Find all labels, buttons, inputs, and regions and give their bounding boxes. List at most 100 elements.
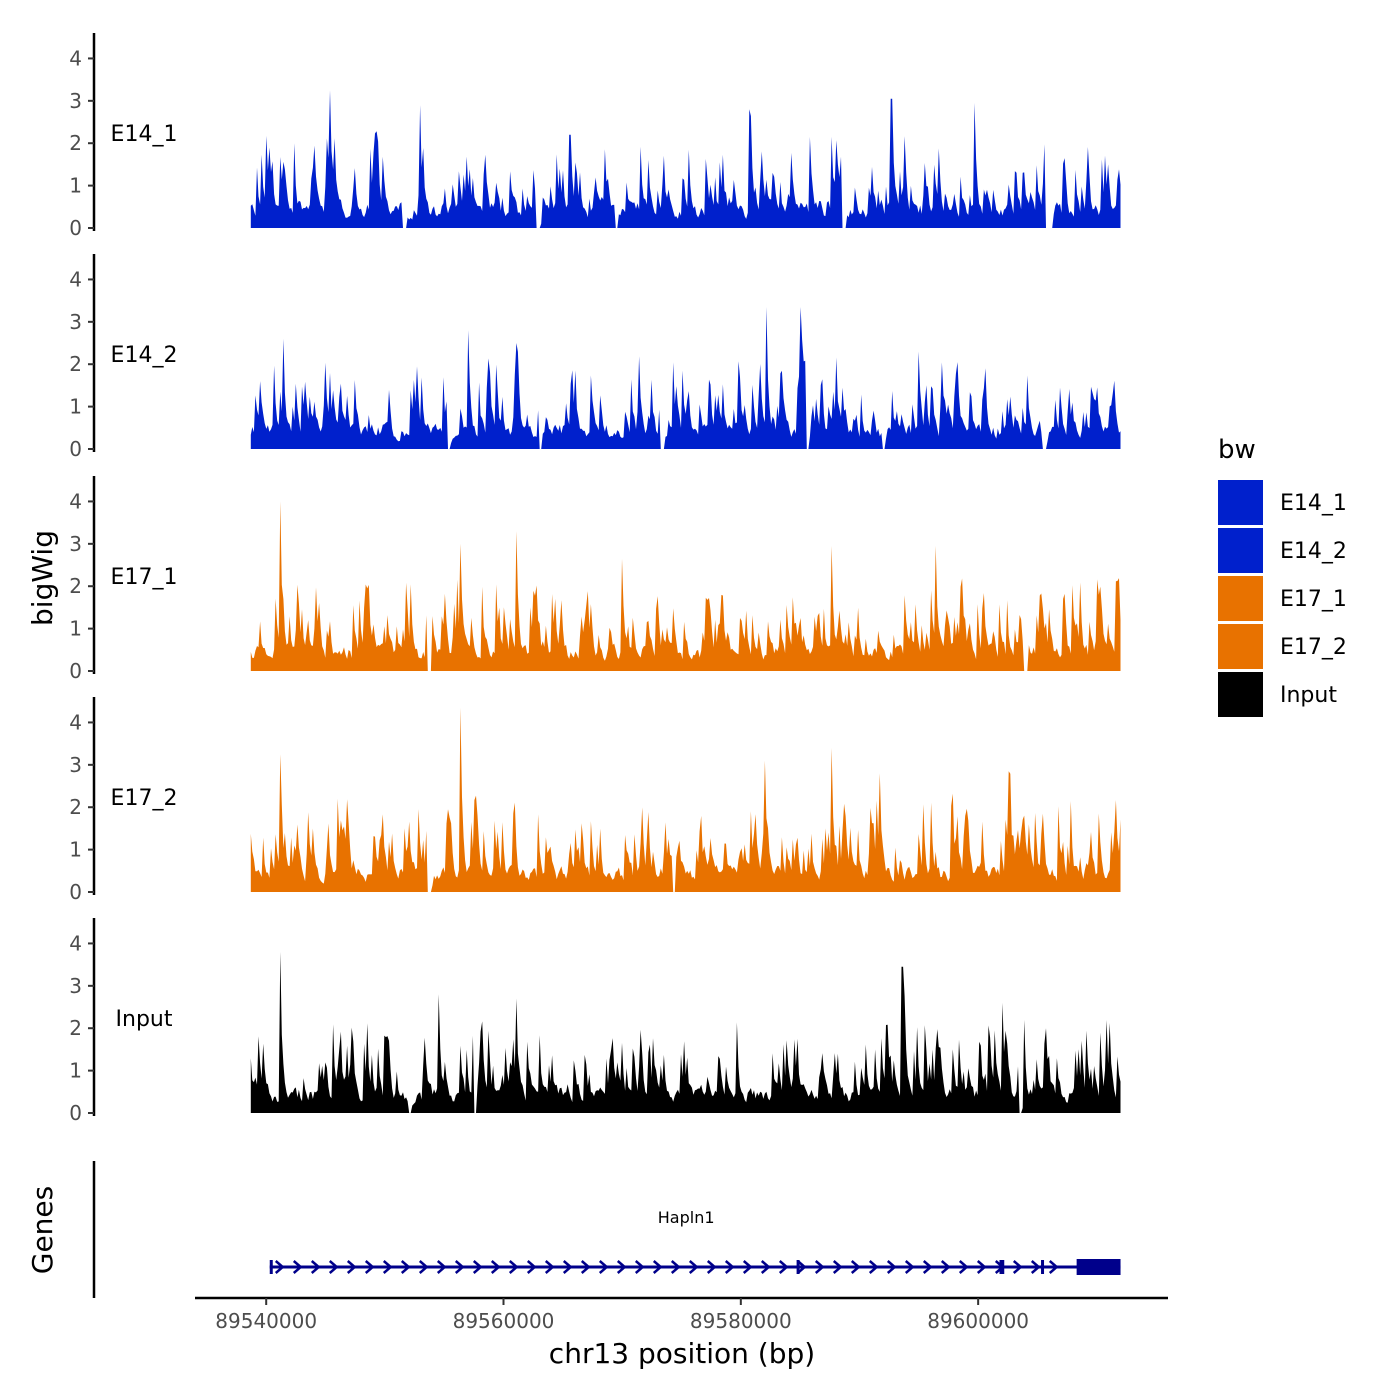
strand-arrow [274,1260,285,1274]
signal-area [250,501,1121,671]
y-tick-label: 4 [69,267,82,291]
x-axis: 89540000 89560000 89580000 89600000 [195,1296,1168,1333]
track-label: Input [116,1007,173,1032]
x-axis-title: chr13 position (bp) [549,1337,815,1370]
y-axis-title: bigWig [26,530,59,626]
genes-layer: Hapln1 [92,1161,1121,1298]
y-tick-label: 2 [69,1016,82,1040]
strand-arrow [562,1260,573,1274]
y-tick-label: 1 [69,1059,82,1083]
y-tick-label: 0 [69,1101,82,1125]
track-Input: 0 1 2 3 4 Input [69,918,1121,1125]
exon [1076,1259,1121,1275]
legend: bw E14_1 E14_2 E17_1 E17_2 Input [1218,435,1347,717]
y-tick-label: 1 [69,395,82,419]
strand-arrow [526,1260,537,1274]
gene-name-label: Hapln1 [658,1208,715,1227]
exon [796,1260,800,1274]
gene-Hapln1: Hapln1 [269,1208,1121,1275]
y-tick-label: 2 [69,795,82,819]
strand-arrow [742,1260,753,1274]
strand-arrow [436,1260,447,1274]
signal-area [250,307,1121,449]
signal-area [250,951,1121,1113]
y-tick-label: 3 [69,753,82,777]
y-tick-label: 3 [69,89,82,113]
track-label: E14_2 [111,343,178,368]
strand-arrow [310,1260,321,1274]
strand-arrow [418,1260,429,1274]
track-label: E14_1 [111,122,178,147]
genes-track-title: Genes [26,1186,59,1274]
y-tick-label: 1 [69,838,82,862]
strand-arrow [508,1260,519,1274]
tracks-layer: 0 1 2 3 4 E14_1 0 1 2 3 4 E14_2 0 1 2 3 4 E17_1 0 1 2 3 4 E17_2… [69,33,1121,1125]
y-tick-label: 0 [69,216,82,240]
legend-swatch-E17_2 [1218,624,1263,669]
strand-arrow [544,1260,555,1274]
strand-arrow [922,1260,933,1274]
strand-arrow [724,1260,735,1274]
legend-label-Input: Input [1280,683,1337,708]
y-tick-label: 4 [69,710,82,734]
signal-area [250,90,1121,228]
y-tick-label: 2 [69,131,82,155]
legend-title: bw [1218,435,1256,465]
strand-arrow [328,1260,339,1274]
x-tick-label: 89540000 [215,1309,317,1333]
legend-label-E14_2: E14_2 [1280,539,1347,564]
y-tick-label: 1 [69,617,82,641]
strand-arrow [616,1260,627,1274]
strand-arrow [976,1260,987,1274]
strand-arrow [1048,1260,1059,1274]
legend-label-E14_1: E14_1 [1280,491,1347,516]
legend-swatch-E17_1 [1218,576,1263,621]
x-tick-label: 89580000 [690,1309,792,1333]
y-tick-label: 2 [69,352,82,376]
strand-arrow [580,1260,591,1274]
legend-label-E17_2: E17_2 [1280,635,1347,660]
track-E17_1: 0 1 2 3 4 E17_1 [69,476,1121,683]
track-E14_2: 0 1 2 3 4 E14_2 [69,254,1121,461]
exon [1041,1260,1045,1274]
strand-arrow [940,1260,951,1274]
strand-arrow [796,1260,807,1274]
strand-arrow [814,1260,825,1274]
y-tick-label: 3 [69,310,82,334]
legend-swatch-E14_1 [1218,480,1263,525]
strand-arrow [1030,1260,1041,1274]
strand-arrow [958,1260,969,1274]
strand-arrow [382,1260,393,1274]
y-tick-label: 4 [69,46,82,70]
track-label: E17_1 [111,565,178,590]
strand-arrow [400,1260,411,1274]
x-tick-label: 89600000 [927,1309,1029,1333]
strand-arrow [346,1260,357,1274]
signal-area [250,707,1121,892]
strand-arrow [706,1260,717,1274]
exon [269,1260,273,1274]
strand-arrow [634,1260,645,1274]
strand-arrow [670,1260,681,1274]
y-tick-label: 1 [69,174,82,198]
strand-arrow [292,1260,303,1274]
y-tick-label: 0 [69,880,82,904]
strand-arrow [760,1260,771,1274]
track-label: E17_2 [111,786,178,811]
strand-arrow [850,1260,861,1274]
legend-label-E17_1: E17_1 [1280,587,1347,612]
strand-arrow [904,1260,915,1274]
strand-arrow [832,1260,843,1274]
strand-arrow [886,1260,897,1274]
strand-arrow [364,1260,375,1274]
y-tick-label: 0 [69,437,82,461]
exon [999,1260,1005,1274]
y-tick-label: 3 [69,532,82,556]
strand-arrow [1012,1260,1023,1274]
y-tick-label: 0 [69,659,82,683]
x-tick-label: 89560000 [453,1309,555,1333]
track-E17_2: 0 1 2 3 4 E17_2 [69,697,1121,904]
strand-arrow [454,1260,465,1274]
track-E14_1: 0 1 2 3 4 E14_1 [69,33,1121,240]
